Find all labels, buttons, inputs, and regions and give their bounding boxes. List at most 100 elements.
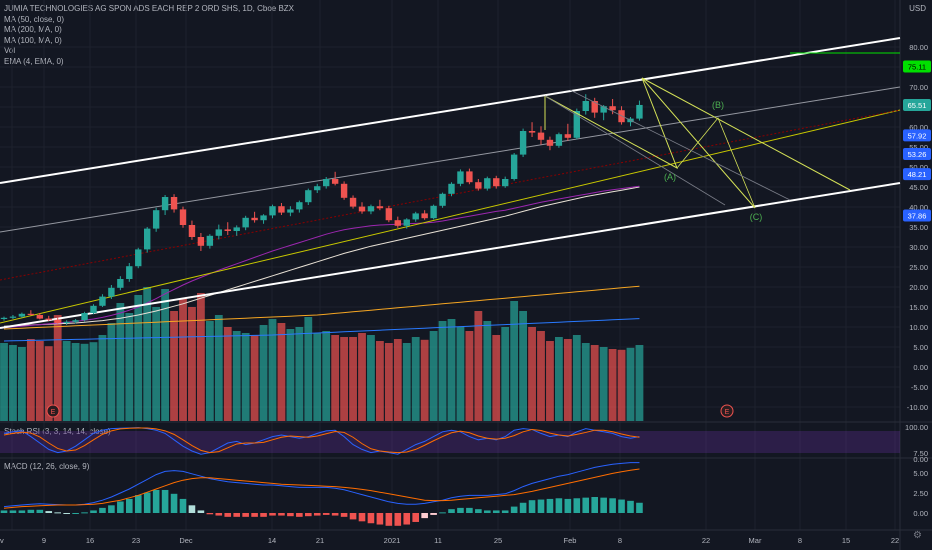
legend-ema: EMA (4, EMA, 0) <box>4 56 64 66</box>
volume-bar <box>268 319 277 421</box>
candle-body <box>421 213 428 219</box>
macd-histogram-bar <box>510 506 518 513</box>
ema-line <box>3 185 640 329</box>
volume-bar <box>393 339 402 421</box>
volume-bar <box>546 341 554 421</box>
macd-histogram-bar <box>528 500 536 513</box>
macd-histogram-bar <box>591 497 598 513</box>
volume-bar <box>501 327 510 421</box>
wave-path <box>544 77 756 209</box>
candle-body <box>439 193 446 206</box>
volume-bar <box>313 333 322 421</box>
volume-bar <box>71 343 80 421</box>
volume-bar <box>349 337 357 421</box>
candle-body <box>215 229 222 236</box>
price-tick: 35.00 <box>909 223 928 232</box>
candle-body <box>555 134 563 146</box>
macd-histogram-bar <box>313 513 321 516</box>
price-tick: -10.00 <box>907 403 928 412</box>
volume-bar <box>590 345 599 421</box>
macd-histogram-bar <box>421 513 428 519</box>
macd-histogram-bar <box>484 510 491 513</box>
time-tick: 15 <box>842 536 850 545</box>
signal-line <box>3 468 640 509</box>
price-tick: 60.00 <box>909 123 928 132</box>
macd-histogram-bar <box>0 510 8 513</box>
candle-body <box>457 171 464 184</box>
volume-bar <box>18 347 26 421</box>
candle-body <box>305 190 312 203</box>
macd-histogram-bar <box>358 513 366 522</box>
volume-bar <box>420 339 429 421</box>
time-tick: 22 <box>702 536 710 545</box>
volume-bar <box>537 331 545 421</box>
volume-bar <box>179 299 187 421</box>
price-badge <box>903 147 931 160</box>
macd-histogram-bar <box>305 513 312 517</box>
macd-tick: 2.50 <box>913 489 928 498</box>
macd-histogram-bar <box>385 513 393 526</box>
channel-lower <box>0 182 901 329</box>
macd-histogram-bar <box>143 492 151 513</box>
volume-bar <box>214 315 223 421</box>
price-badge <box>903 168 931 181</box>
time-tick: v <box>0 536 4 545</box>
candle-body <box>72 320 79 322</box>
candle-body <box>385 208 393 221</box>
volume-bar <box>626 347 635 421</box>
candle-body <box>537 132 545 140</box>
stoch-band <box>0 431 900 453</box>
price-tick: 15.00 <box>909 303 928 312</box>
time-tick: 25 <box>494 536 502 545</box>
volume-bar <box>367 335 375 421</box>
volume-bar <box>519 311 527 421</box>
volume-bar <box>197 293 205 421</box>
volume-bar <box>510 301 519 421</box>
macd-histogram-bar <box>9 510 17 513</box>
price-tick: 45.00 <box>909 183 928 192</box>
price-tick: 25.00 <box>909 263 928 272</box>
macd-histogram-bar <box>501 510 509 513</box>
gear-icon[interactable]: ⚙ <box>913 530 922 541</box>
candle-body <box>170 197 178 210</box>
candle-body <box>475 182 482 189</box>
volume-bar <box>125 313 134 421</box>
volume-bar <box>429 331 438 421</box>
volume-bar <box>89 342 98 421</box>
volume-bar <box>116 303 125 421</box>
candle-body <box>493 178 500 187</box>
macd-histogram-bar <box>296 513 303 517</box>
macd-histogram-bar <box>224 513 232 517</box>
candle-body <box>99 296 106 306</box>
legend-ma100: MA (100, MA, 0) <box>4 35 62 45</box>
candle-body <box>179 209 187 225</box>
macd-histogram-bar <box>206 513 214 515</box>
macd-histogram-bar <box>179 498 187 513</box>
volume-bar <box>384 343 393 421</box>
price-badge-label: 37.86 <box>908 212 927 221</box>
macd-histogram-bar <box>197 510 205 513</box>
ma50-line <box>3 186 640 327</box>
volume-bar <box>295 327 304 421</box>
wave-label: (B) <box>712 100 724 110</box>
price-tick: 30.00 <box>909 243 928 252</box>
macd-histogram-bar <box>170 493 178 513</box>
price-badge-label: 57.92 <box>908 131 927 140</box>
candle-body <box>36 315 43 319</box>
price-tick: 5.00 <box>913 343 928 352</box>
time-tick: 21 <box>316 536 324 545</box>
candle-body <box>251 217 258 221</box>
earnings-event-label: E <box>725 409 730 416</box>
volume-bar <box>223 327 232 421</box>
macd-tick: 7.50 <box>913 449 928 458</box>
candle-body <box>9 316 17 318</box>
ma200-line <box>3 318 640 342</box>
candle-body <box>323 179 330 187</box>
volume-bar <box>563 339 572 421</box>
candle-body <box>376 206 384 209</box>
macd-histogram-bar <box>600 497 607 513</box>
volume-bar <box>358 333 366 421</box>
volume-bar <box>286 329 295 421</box>
price-badge-label: 65.51 <box>908 101 927 110</box>
